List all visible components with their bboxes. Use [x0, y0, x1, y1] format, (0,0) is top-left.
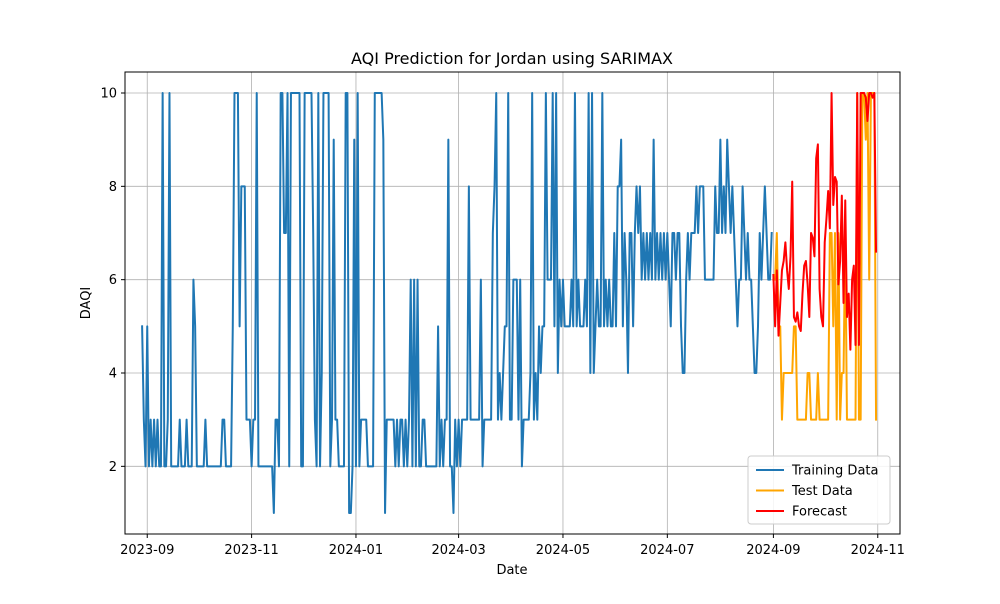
legend-label: Training Data [791, 464, 878, 479]
series-lines [141, 92, 878, 514]
x-tick-label: 2024-11 [851, 543, 905, 558]
y-tick-label: 6 [109, 273, 117, 288]
x-axis-label: Date [496, 563, 527, 578]
legend: Training Data Test Data Forecast [747, 455, 891, 525]
x-tick-label: 2024-09 [746, 543, 800, 558]
y-tick-label: 2 [109, 460, 117, 475]
y-tick-label: 10 [100, 87, 117, 102]
legend-box [747, 455, 891, 525]
x-tick-label: 2024-07 [640, 543, 694, 558]
x-tick-label: 2024-01 [329, 543, 383, 558]
series-line-forecast [772, 92, 878, 351]
chart-title: AQI Prediction for Jordan using SARIMAX [351, 49, 673, 68]
y-tick-label: 4 [109, 367, 117, 382]
y-tick-label: 8 [109, 180, 117, 195]
series-line-training-data [141, 92, 773, 514]
x-tick-label: 2023-09 [120, 543, 174, 558]
y-axis-label: DAQI [79, 287, 94, 320]
x-tick-label: 2024-05 [536, 543, 590, 558]
plot-frame [124, 71, 901, 535]
legend-label: Test Data [791, 484, 853, 499]
x-tick-label: 2023-11 [224, 543, 278, 558]
x-tick-label: 2024-03 [431, 543, 485, 558]
axis-ticks: 2023-09 2023-11 2024-01 2024-03 2024-05 2024-… [100, 87, 904, 559]
series-line-test-data [772, 92, 878, 421]
legend-label: Forecast [792, 505, 847, 520]
